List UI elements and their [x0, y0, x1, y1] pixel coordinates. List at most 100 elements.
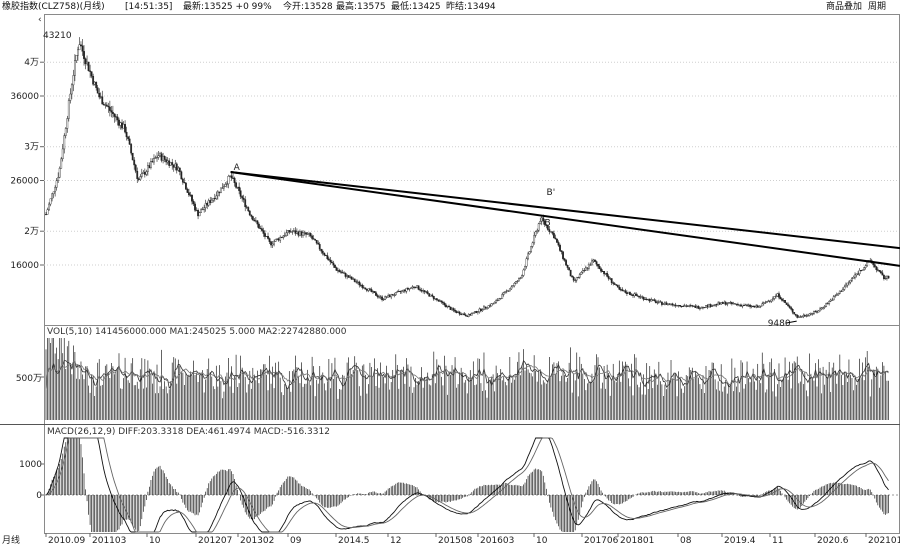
candle-body [312, 238, 315, 240]
candle-body [238, 186, 241, 191]
candle-body [394, 292, 397, 296]
candle-body [451, 308, 453, 310]
candle-body [195, 210, 198, 212]
candle-body [344, 272, 347, 277]
candle-body [81, 45, 84, 52]
candle-body [178, 167, 181, 172]
candle-body [743, 304, 745, 306]
candle-body [216, 191, 219, 197]
candle-body [48, 203, 50, 210]
candle-body [878, 269, 881, 272]
candle-body [676, 305, 678, 307]
candle-body [673, 304, 675, 306]
candle-body [367, 288, 370, 291]
candle-body [863, 267, 866, 271]
candle-body [420, 290, 423, 292]
candle-body [513, 283, 516, 286]
candle-body [171, 162, 174, 165]
commodity-overlay-button[interactable]: 商品叠加 [826, 2, 863, 12]
candle-body [356, 281, 359, 283]
candle-body [583, 270, 586, 272]
candle-body [498, 298, 501, 301]
candle-body [572, 276, 575, 281]
candle-body [533, 235, 536, 244]
candle-body [150, 161, 152, 168]
high-price: 最高:13575 [336, 2, 386, 12]
candle-body [615, 284, 618, 286]
candle-body [180, 171, 183, 180]
price-annotations: 43210 A B B' 9480 [43, 31, 797, 329]
candle-body [390, 294, 393, 298]
candle-body [318, 244, 321, 250]
candle-body [647, 298, 650, 301]
candle-body [264, 233, 266, 237]
candle-body [626, 292, 628, 294]
candle-body [324, 254, 327, 256]
candle-body [308, 233, 310, 235]
candle-body [291, 231, 294, 233]
candle-body [695, 306, 698, 309]
candle-body [288, 230, 291, 233]
candle-body [819, 308, 821, 312]
candle-body [69, 93, 72, 101]
candle-body [361, 284, 364, 288]
latest-price: 最新:13525 +0 99% [183, 2, 272, 12]
candle-body [443, 302, 446, 306]
candle-body [119, 122, 122, 126]
candle-body [612, 282, 615, 284]
candle-body [472, 312, 475, 314]
candle-body [296, 231, 298, 234]
candle-body [861, 269, 864, 271]
candle-body [650, 299, 653, 302]
candle-body [440, 300, 443, 303]
scroll-left-icon[interactable]: ‹ [38, 15, 42, 25]
x-tick-label: 201801 [620, 536, 654, 546]
candle-body [142, 171, 145, 174]
candle-body [52, 191, 55, 195]
candle-body [660, 301, 663, 305]
candle-body [455, 311, 458, 314]
candle-body [280, 237, 283, 239]
candle-body [61, 148, 64, 160]
candle-body [539, 220, 542, 225]
candle-body [688, 305, 691, 307]
candle-body [587, 264, 590, 269]
candle-body [457, 311, 460, 314]
candle-body [653, 299, 656, 301]
x-tick-label: 10 [536, 536, 548, 546]
candle-body [741, 304, 744, 307]
candle-body [213, 198, 216, 200]
candle-body [133, 159, 136, 166]
candle-body [73, 60, 76, 76]
candle-body [72, 75, 75, 86]
candle-body [624, 290, 627, 293]
candle-body [397, 291, 400, 293]
candle-body [750, 305, 753, 307]
candle-body [727, 302, 730, 304]
candle-body [654, 300, 657, 303]
candle-body [223, 186, 225, 189]
macd-lines [45, 437, 889, 533]
candle-body [820, 307, 823, 310]
candle-body [423, 290, 426, 292]
candle-body [115, 116, 117, 118]
candle-body [467, 313, 470, 317]
candle-body [659, 301, 662, 303]
candle-body [679, 305, 682, 307]
candle-body [279, 237, 282, 241]
candle-body [258, 223, 260, 229]
candle-body [270, 241, 272, 246]
candle-body [207, 200, 210, 206]
period-button[interactable]: 周期 [868, 2, 887, 12]
candle-body [349, 276, 352, 278]
candle-body [317, 242, 320, 245]
candle-body [879, 271, 882, 274]
candle-body [546, 225, 549, 230]
candle-body [226, 183, 228, 185]
candle-body [265, 235, 268, 237]
candle-body [642, 296, 645, 300]
candle-body [157, 155, 160, 158]
candle-body [632, 294, 634, 296]
candle-body [551, 231, 554, 234]
